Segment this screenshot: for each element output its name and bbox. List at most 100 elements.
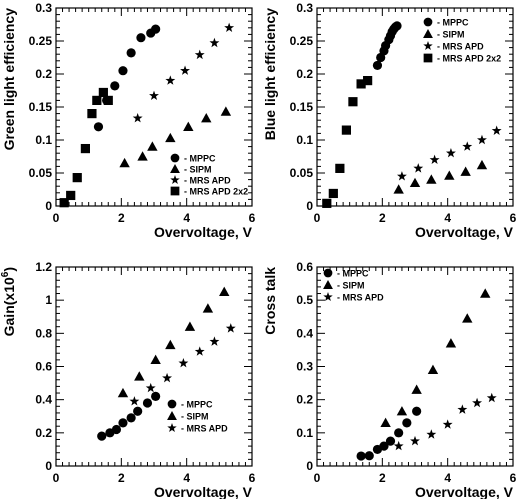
y-tick-label: 0.05 — [29, 166, 53, 180]
x-tick-label: 6 — [249, 211, 256, 225]
legend-marker — [323, 280, 333, 289]
data-point — [165, 339, 176, 350]
data-point — [111, 424, 122, 435]
x-tick-label: 6 — [510, 471, 517, 485]
data-point — [72, 173, 82, 183]
y-tick-label: 0.5 — [296, 293, 313, 307]
x-tick-label: 2 — [118, 211, 125, 225]
data-point — [209, 336, 220, 346]
data-point — [356, 79, 366, 89]
series-mppc — [97, 391, 161, 441]
data-point — [180, 65, 190, 75]
data-point — [136, 33, 146, 43]
y-tick-label: 0.3 — [35, 1, 52, 15]
legend-marker — [423, 17, 433, 27]
data-point — [328, 188, 338, 199]
data-point — [457, 404, 468, 414]
data-point — [348, 97, 358, 107]
data-point — [410, 435, 420, 446]
legend-label: - MPPC — [437, 18, 469, 28]
data-point — [379, 441, 389, 451]
data-point — [145, 382, 156, 393]
data-point — [413, 163, 424, 173]
legend-label: - MRS APD — [337, 293, 384, 303]
legend-marker — [170, 175, 180, 184]
data-point — [380, 417, 391, 428]
y-tick-label: 0.2 — [296, 393, 313, 407]
y-tick-label: 0 — [45, 199, 52, 213]
x-axis-title: Overvoltage, V — [154, 224, 253, 240]
legend-label: - MPPC — [337, 269, 369, 279]
series-mrs-apd — [396, 125, 502, 181]
y-tick-label: 0 — [45, 459, 52, 473]
data-point — [372, 60, 383, 71]
data-point — [480, 288, 491, 298]
chart-panel-2: 0 2 4 6 0 0.05 0.1 0.15 0.2 0.25 0.3 Overvoltage, V… — [262, 1, 517, 240]
legend: - MPPC - SIPM - MRS APD - MRS APD 2x2 — [423, 18, 501, 64]
data-point — [110, 81, 120, 91]
y-tick-label: 0.25 — [290, 34, 314, 48]
data-point — [476, 159, 488, 170]
data-point — [491, 125, 502, 135]
data-point — [147, 141, 158, 151]
data-point — [93, 122, 104, 132]
series-mrs-apd — [132, 22, 235, 123]
data-point — [129, 396, 140, 406]
x-tick-label: 0 — [53, 211, 60, 225]
y-tick-label: 1 — [45, 293, 52, 307]
data-point — [225, 323, 236, 333]
series-mrs-apd — [393, 392, 497, 451]
y-tick-label: 0.6 — [296, 260, 313, 274]
data-point — [462, 313, 473, 323]
series-mppc — [372, 21, 402, 71]
y-axis-title: Blue light efficiency — [262, 8, 278, 140]
y-tick-label: 0.4 — [296, 326, 313, 340]
x-tick-label: 0 — [53, 471, 60, 485]
data-point — [209, 37, 220, 48]
data-point — [59, 198, 69, 208]
series-mrs-apd-2x2 — [322, 76, 373, 208]
x-axis-title: Overvoltage, V — [415, 224, 514, 240]
x-tick-label: 6 — [510, 211, 517, 225]
y-tick-label: 0.1 — [296, 133, 313, 147]
legend-label: - MRS APD 2x2 — [184, 187, 248, 197]
data-point — [162, 372, 173, 383]
chart-panel-1: 0 2 4 6 0 0.05 0.1 0.15 0.2 0.25 0.3 Overvoltage, V… — [1, 1, 256, 240]
data-point — [393, 184, 404, 194]
legend-marker — [423, 41, 433, 50]
data-point — [117, 387, 129, 398]
x-tick-label: 0 — [314, 471, 321, 485]
data-point — [477, 134, 487, 145]
series-mppc — [93, 24, 161, 132]
legend-label: - SIPM — [184, 165, 212, 175]
data-point — [409, 177, 421, 188]
data-point — [66, 190, 76, 201]
x-tick-label: 4 — [444, 211, 451, 225]
data-point — [194, 49, 205, 60]
data-point — [98, 87, 108, 98]
data-point — [151, 391, 161, 401]
data-point — [426, 429, 437, 439]
legend-label: - MRS APD — [437, 42, 484, 52]
y-tick-label: 0.1 — [35, 133, 52, 147]
data-point — [92, 95, 102, 105]
legend-marker — [167, 399, 177, 409]
data-point — [202, 303, 214, 313]
data-point — [219, 286, 230, 297]
data-point — [126, 413, 136, 423]
plot-frame — [55, 266, 253, 467]
series-mppc — [356, 406, 422, 461]
data-point — [194, 346, 205, 356]
y-tick-label: 0.2 — [35, 426, 52, 440]
legend-label: - SIPM — [181, 412, 209, 422]
x-tick-label: 6 — [249, 471, 256, 485]
legend-label: - SIPM — [337, 281, 365, 291]
data-point — [356, 451, 366, 461]
y-tick-label: 0.05 — [290, 166, 314, 180]
data-point — [80, 143, 90, 154]
data-point — [426, 174, 437, 184]
data-point — [118, 418, 128, 428]
legend: - MPPC - SIPM - MRS APD — [167, 400, 228, 434]
x-tick-label: 0 — [314, 211, 321, 225]
